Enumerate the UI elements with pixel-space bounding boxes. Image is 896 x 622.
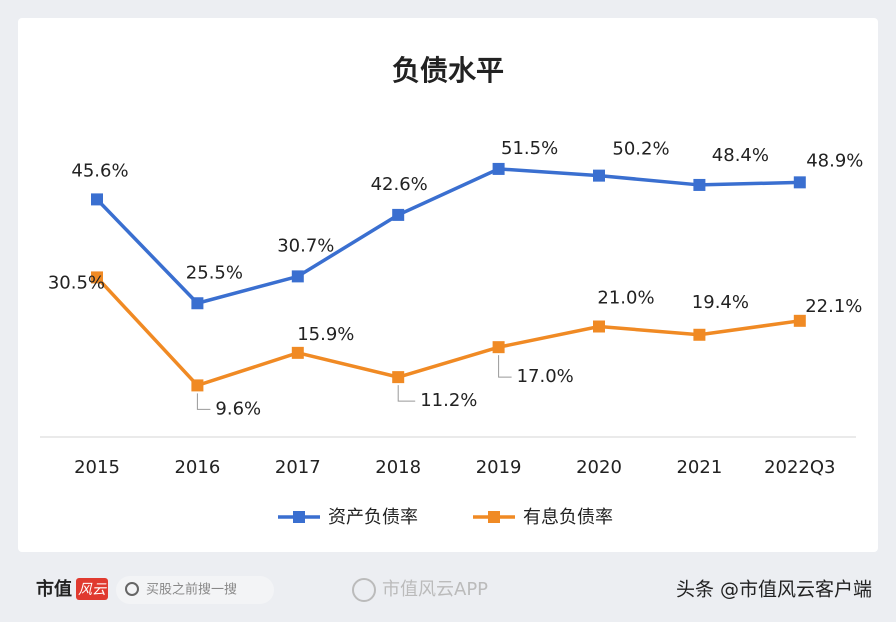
search-box[interactable] bbox=[116, 576, 274, 604]
point bbox=[191, 297, 204, 310]
data-label: 50.2% bbox=[612, 139, 669, 160]
legend-marker bbox=[293, 511, 305, 523]
x-tick-label: 2015 bbox=[74, 457, 120, 478]
data-label: 21.0% bbox=[597, 288, 654, 309]
point bbox=[492, 162, 505, 175]
legend-marker bbox=[488, 511, 500, 523]
data-label: 22.1% bbox=[805, 296, 862, 317]
point bbox=[793, 176, 806, 189]
search-text: 买股之前搜一搜 bbox=[146, 582, 237, 598]
label-leader bbox=[397, 385, 416, 402]
legend-label: 有息负债率 bbox=[523, 507, 613, 528]
point bbox=[693, 178, 706, 191]
point bbox=[693, 328, 706, 341]
chart-title: 负债水平 bbox=[392, 54, 504, 87]
card bbox=[18, 18, 878, 552]
data-label: 11.2% bbox=[420, 390, 477, 411]
x-tick-label: 2020 bbox=[576, 457, 622, 478]
label-leader bbox=[196, 393, 211, 410]
data-label: 51.5% bbox=[501, 138, 558, 159]
point bbox=[392, 371, 405, 384]
data-label: 19.4% bbox=[692, 292, 749, 313]
data-label: 9.6% bbox=[215, 398, 261, 419]
point bbox=[392, 208, 405, 221]
watermark: 市值风云APP bbox=[382, 579, 488, 600]
x-tick-label: 2022Q3 bbox=[764, 457, 835, 478]
point bbox=[191, 379, 204, 392]
data-label: 48.9% bbox=[806, 150, 863, 171]
brand-mark: 风云 bbox=[78, 582, 107, 598]
point bbox=[291, 270, 304, 283]
point bbox=[91, 193, 103, 206]
x-tick-label: 2016 bbox=[174, 457, 220, 478]
point bbox=[593, 169, 605, 182]
point bbox=[593, 320, 605, 333]
data-label: 30.7% bbox=[277, 235, 334, 256]
point bbox=[291, 346, 304, 359]
legend-label: 资产负债率 bbox=[328, 507, 418, 528]
x-tick-label: 2021 bbox=[676, 457, 722, 478]
source: 头条 @市值风云客户端 bbox=[676, 579, 872, 601]
label-leader bbox=[498, 355, 512, 378]
point bbox=[91, 271, 103, 284]
data-label: 42.6% bbox=[371, 174, 428, 195]
data-label: 48.4% bbox=[712, 145, 769, 166]
data-label: 25.5% bbox=[186, 262, 243, 283]
data-label: 15.9% bbox=[297, 324, 354, 345]
x-tick-label: 2019 bbox=[476, 457, 522, 478]
data-label: 30.5% bbox=[48, 272, 105, 293]
point bbox=[492, 341, 505, 354]
watermark-icon bbox=[352, 578, 376, 602]
series-line bbox=[95, 167, 800, 306]
point bbox=[793, 314, 806, 327]
x-tick-label: 2018 bbox=[375, 457, 421, 478]
x-tick-label: 2017 bbox=[275, 457, 321, 478]
brand: 市值 bbox=[36, 578, 72, 600]
series-line bbox=[95, 276, 801, 388]
data-label: 17.0% bbox=[517, 366, 574, 387]
brand-mark-bg bbox=[76, 578, 108, 600]
search-icon bbox=[125, 582, 139, 596]
data-label: 45.6% bbox=[71, 160, 128, 181]
